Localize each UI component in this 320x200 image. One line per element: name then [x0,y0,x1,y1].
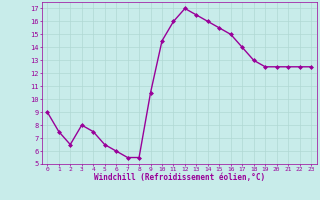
X-axis label: Windchill (Refroidissement éolien,°C): Windchill (Refroidissement éolien,°C) [94,173,265,182]
